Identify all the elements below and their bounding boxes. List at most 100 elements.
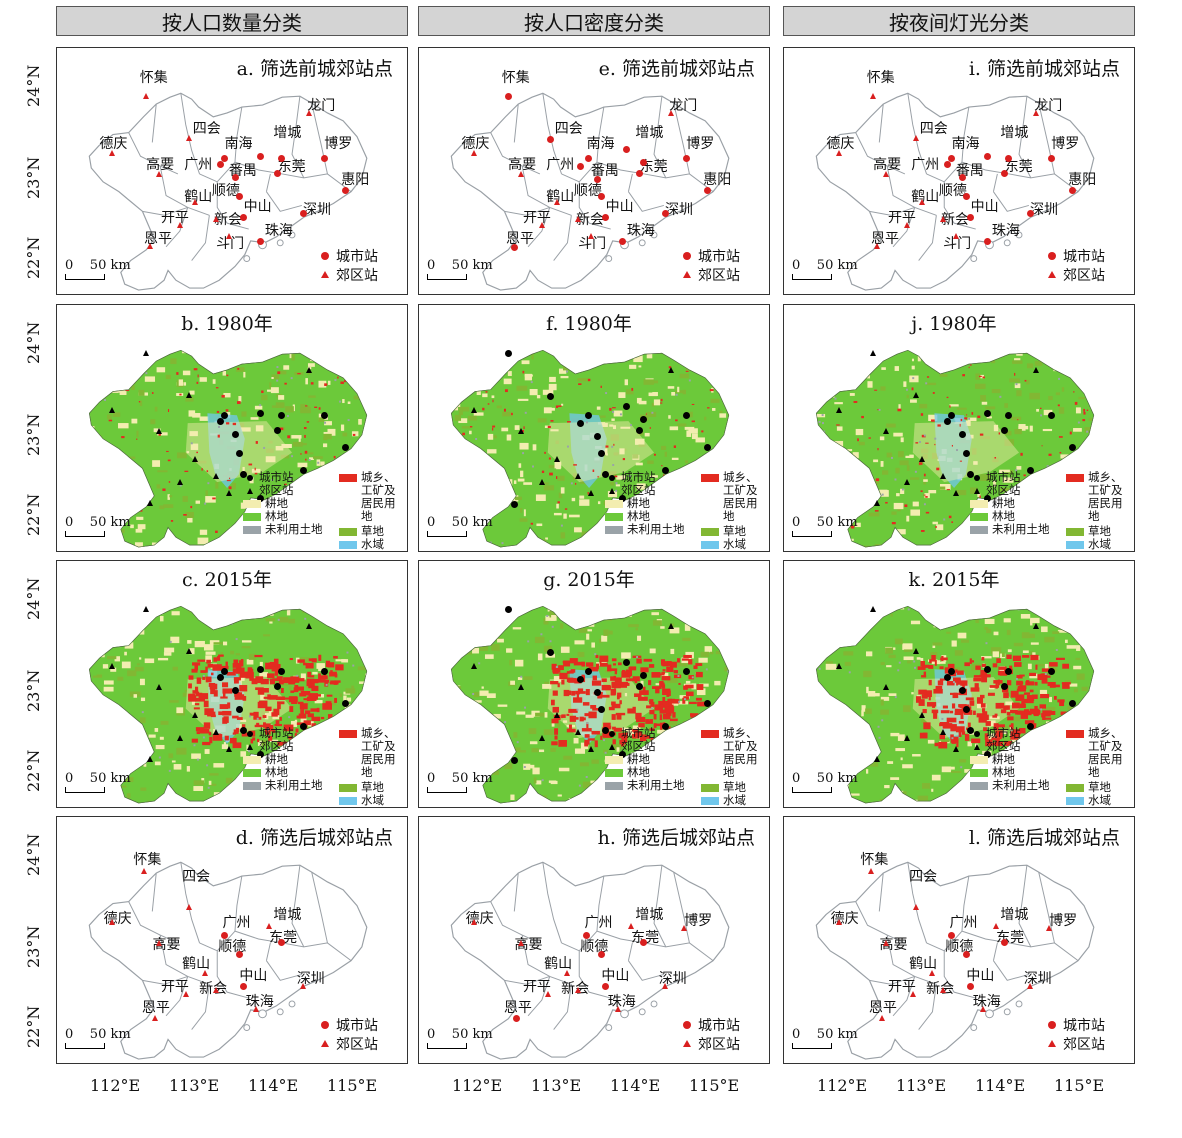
suburban-station-marker <box>185 135 192 142</box>
urban-station-marker <box>682 154 690 162</box>
station-legend: 城市站 郊区站 <box>1048 1015 1105 1053</box>
urban-station-marker <box>504 350 512 358</box>
urban-station-marker <box>1047 667 1055 675</box>
panel-title: h. 筛选后城郊站点 <box>597 827 755 849</box>
legend-label: 未利用土地 <box>992 522 1050 536</box>
scale-bar: 0 50 km <box>792 1027 858 1049</box>
legend-label: 水域 <box>361 793 384 807</box>
urban-station-marker <box>576 420 584 428</box>
suburban-station-marker <box>553 711 560 718</box>
city-label: 顺德 <box>580 938 609 955</box>
x-axis-label: 113°E <box>896 1076 947 1095</box>
suburban-station-marker <box>147 500 154 507</box>
city-label: 斗门 <box>943 235 972 252</box>
urban-station-marker <box>623 146 631 154</box>
urban-station-marker <box>257 750 265 758</box>
legend-label: 郊区站 <box>621 739 656 753</box>
suburban-station-marker <box>213 472 220 479</box>
city-label: 龙门 <box>307 97 336 114</box>
suburban-station-marker <box>587 745 594 752</box>
city-label: 广州 <box>222 915 251 932</box>
urban-station-marker <box>597 192 605 200</box>
urban-station-marker <box>958 173 966 181</box>
suburban-station-marker <box>183 991 190 998</box>
urban-station-marker <box>231 173 239 181</box>
urban-station-marker <box>958 686 966 694</box>
suburban-station-marker <box>300 982 307 989</box>
city-label: 鹤山 <box>909 955 938 972</box>
suburban-station-marker <box>929 969 936 976</box>
city-label: 东莞 <box>1004 159 1033 176</box>
city-label: 珠海 <box>991 222 1020 239</box>
urban-station-marker <box>948 932 956 940</box>
city-label: 深圳 <box>303 201 332 218</box>
urban-station-marker <box>1026 466 1034 474</box>
suburban-station-marker <box>668 622 675 629</box>
urban-station-marker <box>967 727 975 735</box>
col-header-density: 按人口密度分类 <box>418 6 770 36</box>
legend-label: 城市站 <box>698 1017 740 1034</box>
legend-label: 城市站 <box>336 248 378 265</box>
city-label: 龙门 <box>1034 97 1063 114</box>
suburban-station-marker <box>587 232 594 239</box>
city-label: 恩平 <box>870 231 899 248</box>
suburban-station-marker <box>940 986 947 993</box>
urban-station-marker <box>661 466 669 474</box>
urban-station-marker <box>943 674 951 682</box>
urban-station-marker <box>1047 411 1055 419</box>
suburban-station-marker <box>155 684 162 691</box>
urban-station-marker <box>221 411 229 419</box>
legend-label: 草地 <box>723 524 746 538</box>
suburban-station-marker <box>874 243 881 250</box>
scale-bar: 0 50 km <box>427 771 493 793</box>
suburban-station-marker <box>952 745 959 752</box>
station-legend: 城市站 郊区站 <box>683 1015 740 1053</box>
panel-title: d. 筛选后城郊站点 <box>235 827 393 849</box>
station-legend: 城市站 郊区站 <box>1048 246 1105 284</box>
city-label: 怀集 <box>866 70 895 87</box>
suburban-station-marker <box>213 215 220 222</box>
legend-label: 林地 <box>992 509 1015 523</box>
legend-label: 城市站 <box>259 470 294 484</box>
suburban-station-marker <box>912 648 919 655</box>
city-label: 增城 <box>635 125 664 142</box>
urban-station-marker <box>703 443 711 451</box>
urban-station-marker <box>221 667 229 675</box>
city-label: 增城 <box>273 125 302 142</box>
urban-station-marker <box>221 932 229 940</box>
suburban-station-marker <box>253 1006 260 1013</box>
suburban-station-marker <box>836 663 843 670</box>
x-axis-label: 112°E <box>817 1076 868 1095</box>
panel-title: a. 筛选前城郊站点 <box>236 58 393 80</box>
x-axis-label: 115°E <box>1054 1076 1105 1095</box>
city-label: 中山 <box>966 968 995 985</box>
urban-station-marker <box>602 214 610 222</box>
city-label: 德庆 <box>826 135 855 152</box>
suburban-station-marker <box>225 489 232 496</box>
urban-station-marker <box>962 449 970 457</box>
urban-station-marker <box>585 411 593 419</box>
suburban-station-marker <box>109 919 116 926</box>
urban-station-marker <box>597 951 605 959</box>
city-label: 深圳 <box>658 970 687 987</box>
urban-station-marker <box>682 411 690 419</box>
y-axis-label: 23°N <box>24 925 43 968</box>
panel-title: e. 筛选前城郊站点 <box>598 58 755 80</box>
suburban-station-marker <box>539 735 546 742</box>
legend-label: 城乡、工矿及居民用地 <box>361 726 396 779</box>
city-label: 南海 <box>951 135 980 152</box>
suburban-station-marker <box>1033 109 1040 116</box>
station-legend: 城市站 郊区站 <box>321 246 378 284</box>
city-label: 珠海 <box>972 993 1001 1010</box>
suburban-station-marker <box>575 215 582 222</box>
city-label: 惠阳 <box>1068 171 1097 188</box>
legend-label: 水域 <box>723 793 746 807</box>
city-label: 开平 <box>887 979 916 996</box>
urban-station-marker <box>1026 209 1034 217</box>
y-axis-label: 23°N <box>24 413 43 456</box>
x-axis-label: 113°E <box>531 1076 582 1095</box>
scale-bar: 0 50 km <box>65 515 131 537</box>
city-label: 顺德 <box>945 938 974 955</box>
y-axis-label: 23°N <box>24 156 43 199</box>
urban-station-marker <box>1001 938 1009 946</box>
